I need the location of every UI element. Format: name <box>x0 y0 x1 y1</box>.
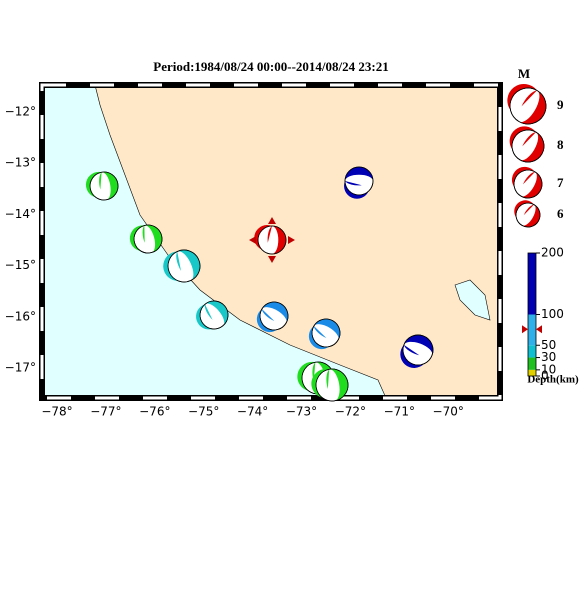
depth-color <box>528 357 536 370</box>
depth-tick-label: 200 <box>541 246 564 260</box>
ball-outline <box>344 166 374 196</box>
depth-marker <box>522 325 542 334</box>
ball-fill <box>326 369 348 401</box>
ball-fill <box>344 181 369 199</box>
depth-tick-label: 10 <box>541 362 556 376</box>
ball-outline <box>515 202 541 228</box>
ball-fill <box>261 302 288 323</box>
magnitude-title: M <box>518 66 530 81</box>
ball-outline <box>315 368 349 402</box>
ball-fill <box>311 368 330 398</box>
magnitude-ball <box>514 200 541 228</box>
depth-label: Depth(km) <box>527 374 579 386</box>
lon-tick-label: −71° <box>384 405 415 419</box>
lon-tick-label: −72° <box>335 405 366 419</box>
ball-fill <box>267 226 286 254</box>
lat-tick-label: −13° <box>5 156 36 170</box>
ball-fill <box>400 344 425 368</box>
ball-fill <box>521 171 542 198</box>
ball-outline <box>511 129 545 163</box>
selected-marker <box>249 236 256 244</box>
ball-outline <box>89 171 119 201</box>
magnitude-ball <box>509 126 545 163</box>
ball-outline <box>257 225 287 255</box>
ball-fill <box>176 250 200 281</box>
magnitude-ball <box>511 166 543 199</box>
event-mechanism <box>308 318 341 350</box>
ball-fill <box>256 309 278 333</box>
ball-fill <box>308 326 330 350</box>
ball-fill <box>254 225 272 250</box>
ball-fill <box>520 132 544 162</box>
event-mechanism <box>163 249 201 283</box>
lon-tick-label: −75° <box>188 405 219 419</box>
event-mechanism <box>129 224 163 254</box>
ball-fill <box>519 90 546 124</box>
ball-outline <box>402 334 434 366</box>
ball-fill <box>313 319 340 340</box>
ball-fill <box>163 251 179 281</box>
depth-color <box>528 253 536 315</box>
magnitude-label: 7 <box>557 175 564 190</box>
ball-outline <box>133 224 163 254</box>
lon-tick-label: −74° <box>237 405 268 419</box>
lon-tick-label: −77° <box>90 405 121 419</box>
lon-tick-label: −78° <box>41 405 72 419</box>
ball-outline <box>167 249 201 283</box>
ball-fill <box>509 126 536 151</box>
ball-fill <box>514 200 534 219</box>
depth-color <box>528 314 536 346</box>
depth-color <box>528 345 536 358</box>
magnitude-label: 9 <box>557 97 564 112</box>
lat-tick-label: −17° <box>5 361 36 375</box>
depth-tick-label: 30 <box>541 350 556 364</box>
ball-fill <box>129 225 145 252</box>
ball-outline <box>199 300 229 330</box>
selected-marker <box>288 236 295 244</box>
event-mechanism <box>196 300 229 330</box>
ball-outline <box>513 169 543 199</box>
magnitude-label: 8 <box>557 137 564 152</box>
lon-tick-label: −70° <box>433 405 464 419</box>
event-mechanism <box>85 171 119 201</box>
ball-fill <box>297 361 316 391</box>
ball-fill <box>99 172 118 200</box>
lon-tick-label: −73° <box>286 405 317 419</box>
ball-fill <box>85 171 102 198</box>
magnitude-ball <box>507 84 547 125</box>
lat-tick-label: −16° <box>5 309 36 323</box>
ball-outline <box>509 87 547 125</box>
lat-tick-label: −12° <box>5 105 36 119</box>
magnitude-label: 6 <box>557 206 564 221</box>
ball-fill <box>511 166 535 188</box>
depth-tick-label: 0 <box>541 369 549 383</box>
map-title: Period:1984/08/24 00:00--2014/08/24 23:2… <box>153 59 388 74</box>
event-mechanism <box>256 301 289 333</box>
ball-outline <box>311 318 341 348</box>
ball-outline <box>259 301 289 331</box>
selected-marker <box>268 256 276 263</box>
ball-fill <box>403 335 433 356</box>
lat-tick-label: −14° <box>5 207 36 221</box>
ball-fill <box>507 84 537 111</box>
lon-tick-label: −76° <box>139 405 170 419</box>
ball-fill <box>204 301 228 326</box>
frame <box>39 82 503 401</box>
ball-fill <box>522 204 540 227</box>
ball-fill <box>196 304 213 330</box>
selected-marker <box>268 217 276 224</box>
lake <box>454 279 491 321</box>
lat-tick-label: −15° <box>5 258 36 272</box>
depth-tick-label: 100 <box>541 307 564 321</box>
event-mechanism <box>311 368 349 402</box>
event-mechanism <box>344 166 374 199</box>
event-mechanism <box>254 225 287 255</box>
depth-tick-label: 50 <box>541 338 556 352</box>
event-mechanism <box>400 334 434 368</box>
ball-fill <box>142 225 162 253</box>
depth-color <box>528 369 536 376</box>
ball-fill <box>345 167 373 186</box>
